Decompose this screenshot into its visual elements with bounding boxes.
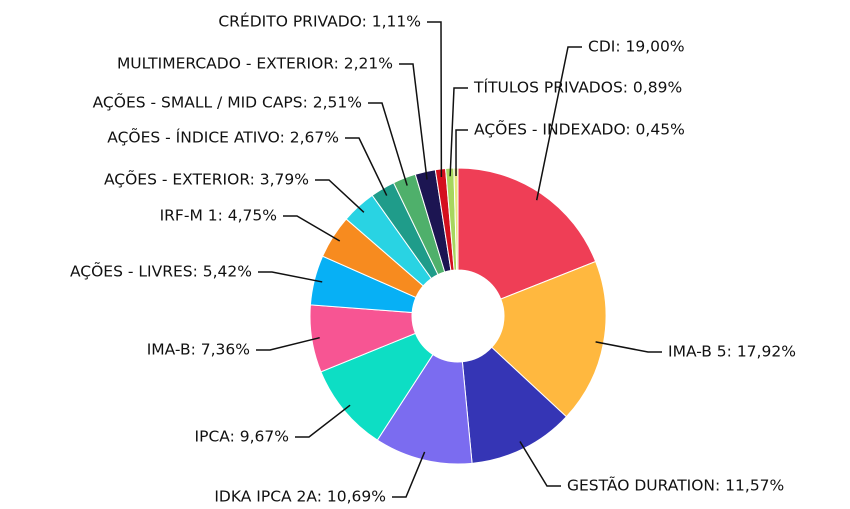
data-label: AÇÕES - SMALL / MID CAPS: 2,51% — [93, 93, 362, 112]
data-label: TÍTULOS PRIVADOS: 0,89% — [473, 78, 682, 97]
data-label: IRF-M 1: 4,75% — [160, 207, 277, 225]
leader-line — [595, 341, 662, 353]
data-label: AÇÕES - INDEXADO: 0,45% — [474, 120, 685, 139]
leader-line — [455, 129, 468, 177]
donut-slice — [453, 167, 459, 271]
data-label: CRÉDITO PRIVADO: 1,11% — [218, 12, 421, 31]
data-label: CDI: 19,00% — [588, 38, 685, 56]
data-label: IMA-B: 7,36% — [147, 341, 250, 359]
donut-slice — [461, 346, 568, 464]
leader-line — [427, 21, 443, 177]
data-label: MULTIMERCADO - EXTERIOR: 2,21% — [117, 55, 393, 73]
leader-line — [368, 102, 408, 186]
data-label: GESTÃO DURATION: 11,57% — [567, 476, 784, 495]
data-label: AÇÕES - EXTERIOR: 3,79% — [104, 170, 309, 189]
leader-line — [315, 179, 365, 213]
leader-line — [399, 63, 428, 180]
donut-slice — [457, 167, 597, 300]
leader-line — [345, 137, 388, 196]
leader-line — [535, 46, 582, 201]
leader-line — [295, 404, 351, 438]
leader-line — [256, 336, 320, 351]
data-label: IMA-B 5: 17,92% — [668, 343, 796, 361]
leader-line — [519, 441, 561, 487]
data-label: AÇÕES - LIVRES: 5,42% — [70, 262, 252, 281]
donut-slice — [490, 260, 607, 418]
leader-line — [449, 87, 468, 177]
leader-line — [258, 271, 323, 283]
data-label: IDKA IPCA 2A: 10,69% — [214, 488, 386, 506]
data-label: IPCA: 9,67% — [195, 428, 289, 446]
leader-line — [283, 215, 341, 242]
leader-line — [392, 451, 426, 498]
data-label: AÇÕES - ÍNDICE ATIVO: 2,67% — [107, 128, 339, 147]
